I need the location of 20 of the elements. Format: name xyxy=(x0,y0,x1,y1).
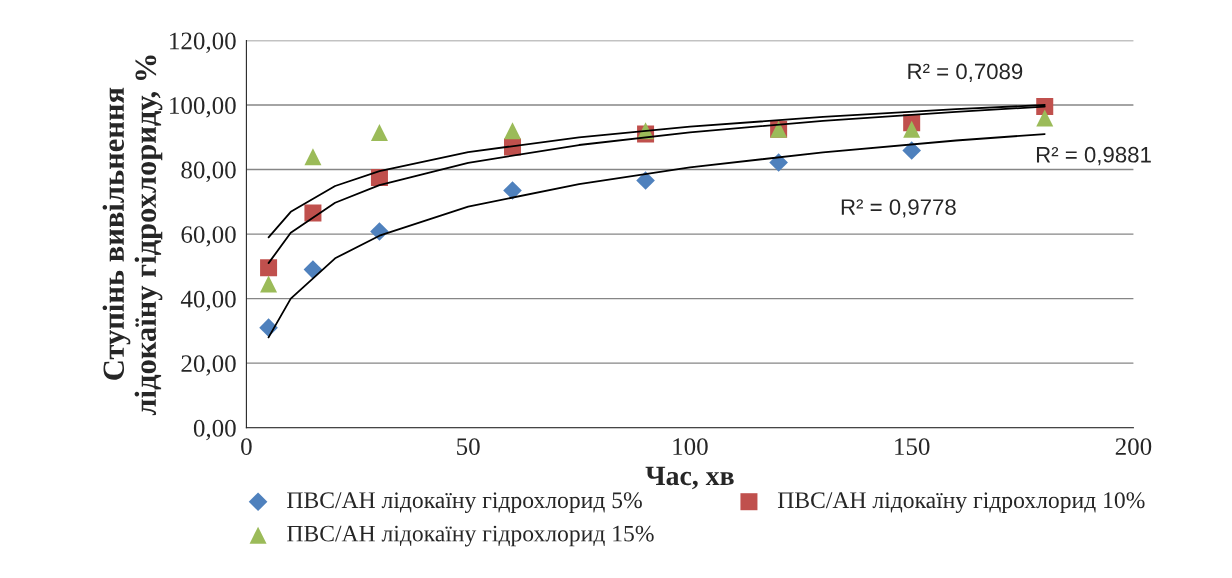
y-tick-label: 20,00 xyxy=(181,355,236,376)
legend-label: ПВС/АН лідокаїну гідрохлорид 10% xyxy=(777,492,1145,513)
y-tick-label: 60,00 xyxy=(181,226,236,247)
x-tick-label: 0 xyxy=(241,438,252,456)
y-tick-label: 100,00 xyxy=(170,97,236,118)
y-tick-label: 0,00 xyxy=(193,419,236,441)
x-axis-title: Час, хв xyxy=(645,466,734,490)
x-tick-label: 150 xyxy=(895,438,930,456)
y-tick-label: 80,00 xyxy=(181,161,236,183)
y-axis-title: Ступінь вивільнення лідокаїну гідрохлориду, % xyxy=(102,55,163,416)
y-tick-label: 120,00 xyxy=(170,32,236,53)
legend-label: ПВС/АН лідокаїну гідрохлорид 5% xyxy=(287,492,642,513)
x-tick-label: 100 xyxy=(673,438,708,456)
y-tick-label: 40,00 xyxy=(180,290,236,312)
annotation: R² = 0,9778 xyxy=(841,199,956,218)
x-tick-label: 200 xyxy=(1115,438,1152,456)
x-tick-label: 50 xyxy=(457,438,480,456)
legend-label: ПВС/АН лідокаїну гідрохлорид 15% xyxy=(287,525,654,547)
annotation: R² = 0,9881 xyxy=(1036,146,1151,166)
annotation: R² = 0,7089 xyxy=(908,63,1023,82)
